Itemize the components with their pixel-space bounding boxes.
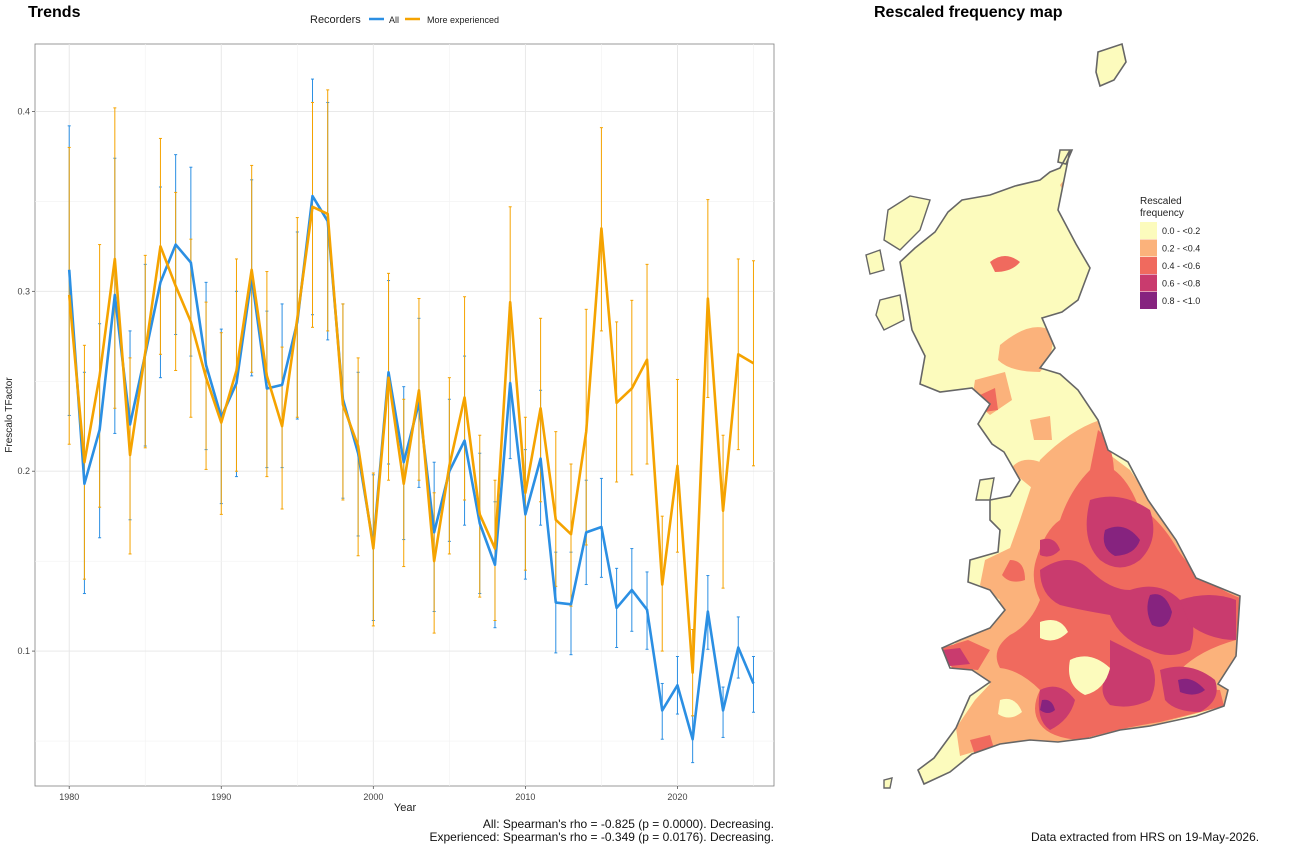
map-region-class-3 [1102, 640, 1155, 707]
rescaled-frequency-map: Rescaled frequency 0.0 - <0.2 0.2 - <0.4 0… [865, 42, 1241, 789]
map-region-class-2 [990, 256, 1020, 272]
map-legend-title-line1: Rescaled [1140, 196, 1182, 207]
map-legend-label: 0.6 - <0.8 [1162, 279, 1200, 289]
coastline [899, 42, 1241, 786]
stat-experienced: Experienced: Spearman's rho = -0.349 (p … [429, 830, 775, 844]
map-region-class-2 [996, 430, 1240, 740]
legend-title: Recorders [310, 14, 361, 26]
map-legend-label: 0.2 - <0.4 [1162, 244, 1200, 254]
map-legend-label: 0.4 - <0.6 [1162, 261, 1200, 271]
y-tick-label: 0.1 [17, 646, 30, 656]
map-region-class-3 [1040, 538, 1060, 557]
trend-chart: Recorders All More experienced 1980 1990 2… [4, 14, 775, 814]
series-layer [67, 78, 755, 764]
x-tick-label: 1990 [211, 792, 231, 802]
map-legend-swatch [1140, 292, 1157, 309]
map-legend-swatch [1140, 222, 1157, 239]
island [975, 477, 995, 501]
legend-experienced-label: More experienced [427, 15, 499, 25]
y-axis-label: Frescalo TFactor [4, 377, 15, 453]
map-region-class-1 [1010, 459, 1040, 488]
map-region-class-0 [1040, 619, 1068, 641]
data-source-note: Data extracted from HRS on 19-May-2026. [1031, 830, 1260, 844]
map-region-class-3 [1180, 595, 1236, 640]
island [883, 195, 931, 251]
map-region-class-4 [1147, 594, 1172, 627]
islands [865, 195, 995, 789]
x-tick-label: 2020 [667, 792, 687, 802]
map-region-class-4 [1178, 678, 1205, 695]
series-line-experienced [67, 205, 755, 674]
plot-panel [34, 43, 775, 787]
island [875, 294, 905, 331]
trends-title: Trends [28, 4, 81, 21]
map-legend-label: 0.8 - <1.0 [1162, 296, 1200, 306]
map-region-class-4 [1103, 526, 1140, 556]
map-region-class-0 [1069, 656, 1110, 695]
map-region-class-2 [1002, 560, 1025, 582]
map-legend-swatch [1140, 239, 1157, 257]
map-legend: Rescaled frequency 0.0 - <0.2 0.2 - <0.4 0… [1140, 196, 1200, 309]
stat-all: All: Spearman's rho = -0.825 (p = 0.0000… [482, 817, 774, 831]
map-legend-label: 0.0 - <0.2 [1162, 226, 1200, 236]
y-tick-label: 0.3 [17, 286, 30, 296]
map-region-class-3 [1040, 560, 1194, 655]
map-region-class-1 [1030, 416, 1052, 440]
map-legend-swatch [1140, 274, 1157, 292]
map-region-class-1 [998, 327, 1053, 372]
island [865, 249, 885, 275]
x-tick-label: 1980 [59, 792, 79, 802]
x-tick-label: 2010 [515, 792, 535, 802]
chart-legend: Recorders All More experienced [310, 14, 499, 26]
map-region-class-0 [998, 698, 1022, 718]
map-region-class-3 [942, 648, 970, 666]
x-tick-label: 2000 [363, 792, 383, 802]
island [883, 777, 893, 789]
legend-all-label: All [389, 15, 399, 25]
map-legend-title-line2: frequency [1140, 208, 1184, 219]
map-legend-swatch [1140, 257, 1157, 274]
map-title: Rescaled frequency map [874, 4, 1063, 21]
map-region-class-3 [1038, 686, 1075, 730]
map-region-class-4 [1040, 699, 1055, 713]
map-fill [900, 44, 1240, 784]
x-axis-label: Year [394, 802, 417, 814]
axes: 1980 1990 2000 2010 2020 0.1 0.2 0.3 0.4 [17, 106, 687, 802]
y-tick-label: 0.2 [17, 466, 30, 476]
y-tick-label: 0.4 [17, 106, 30, 116]
